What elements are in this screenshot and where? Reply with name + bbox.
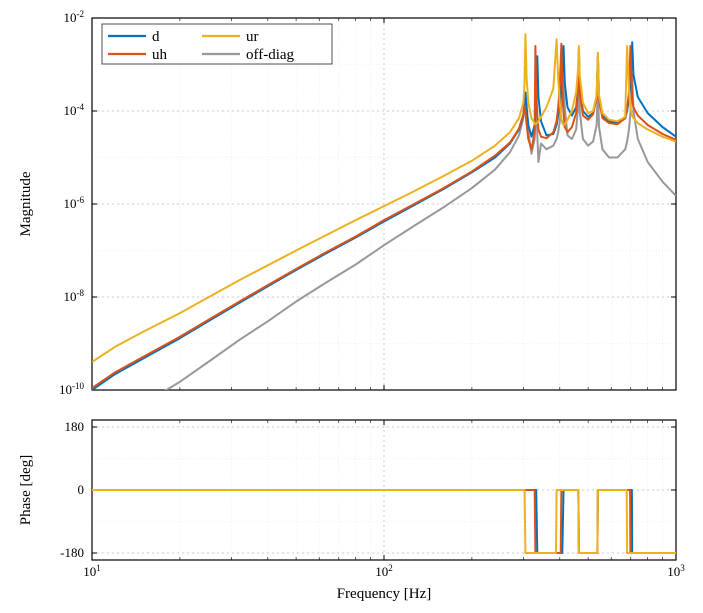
- y-tick-label: 10-4: [64, 102, 85, 118]
- figure-container: { "figure": { "width": 703, "height": 61…: [0, 0, 703, 613]
- legend: d uh ur off-diag: [102, 24, 332, 64]
- mag-series-uh: [92, 44, 676, 388]
- x-tick-label: 103: [667, 563, 685, 579]
- phase-ylabel: Phase [deg]: [18, 455, 34, 525]
- x-tick-label: 101: [83, 563, 101, 579]
- y-tick-label: 180: [65, 419, 85, 434]
- legend-label: d: [152, 29, 160, 45]
- phase-xlabel: Frequency [Hz]: [337, 586, 432, 602]
- y-tick-label: 10-8: [64, 288, 85, 304]
- legend-label: off-diag: [246, 47, 295, 63]
- y-tick-label: 10-10: [59, 381, 84, 397]
- y-tick-label: 0: [78, 482, 85, 497]
- y-tick-label: -180: [60, 545, 84, 560]
- y-tick-label: 10-2: [64, 9, 85, 25]
- x-tick-label: 102: [375, 563, 393, 579]
- y-tick-label: 10-6: [64, 195, 85, 211]
- legend-label: uh: [152, 47, 168, 63]
- bode-plot-svg: 10-10 10-8 10-6 10-4 10-2 -180 0 180 101 102 103 Ma…: [0, 0, 703, 613]
- legend-label: ur: [246, 29, 259, 45]
- magnitude-ylabel: Magnitude: [18, 171, 34, 236]
